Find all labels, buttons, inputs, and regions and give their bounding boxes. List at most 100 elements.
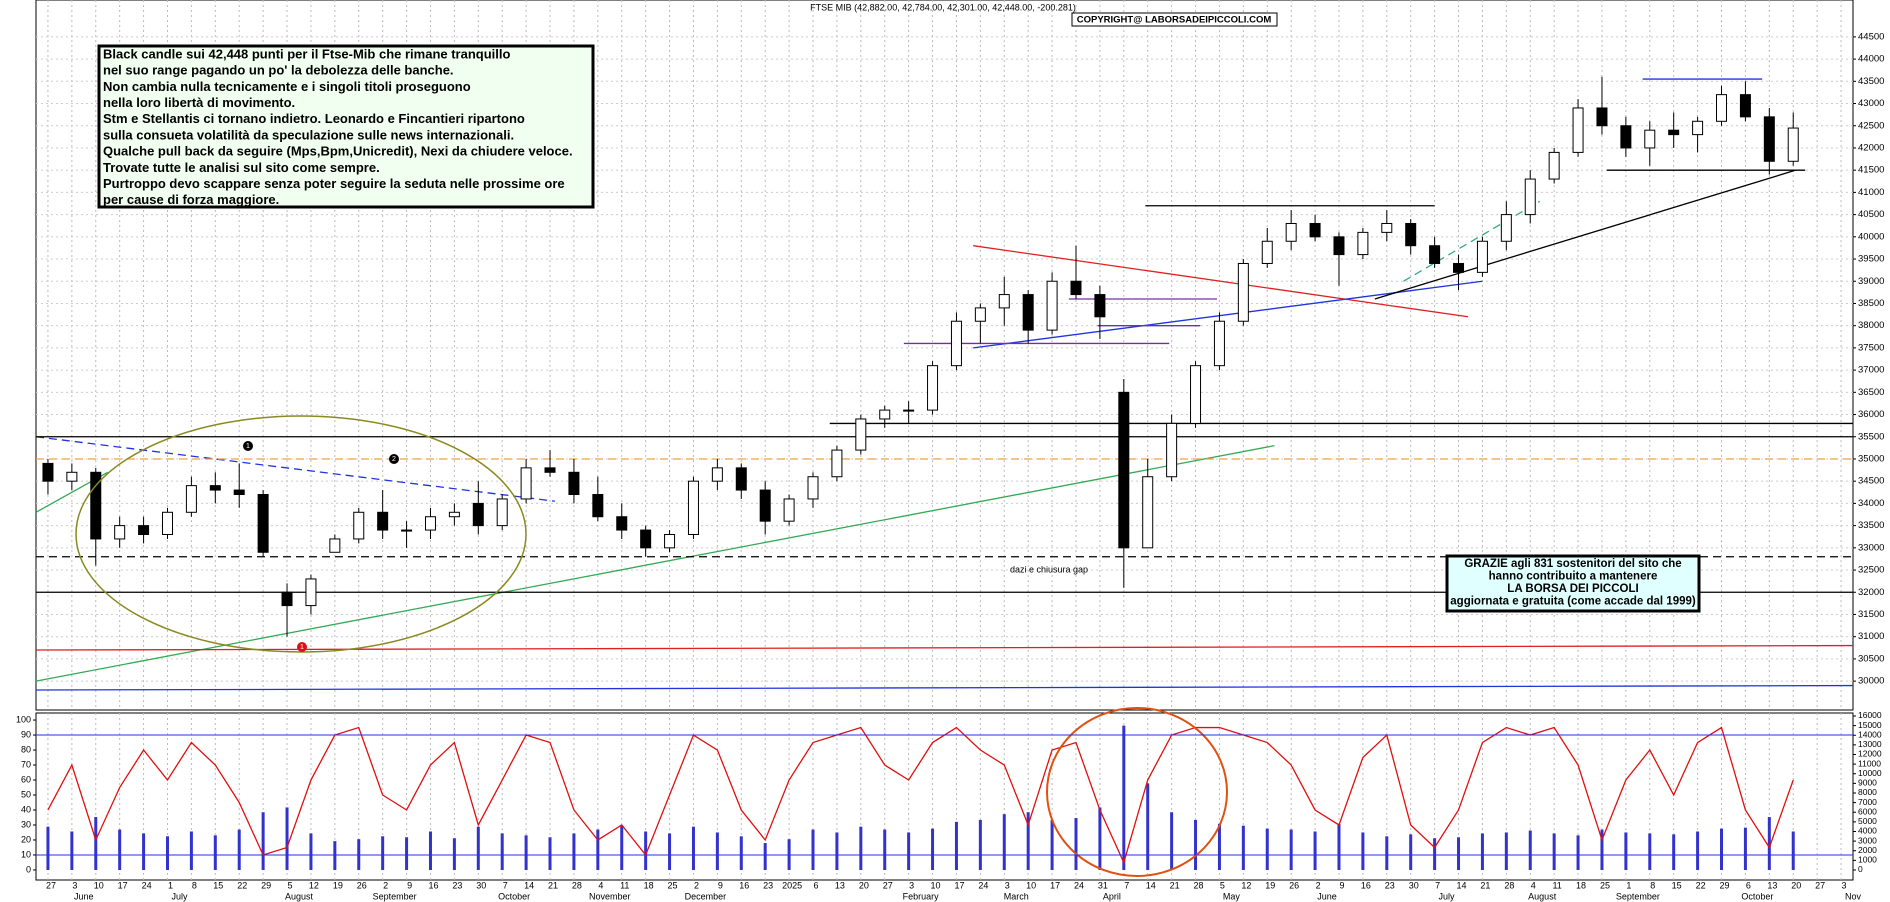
volume-bar bbox=[1002, 814, 1006, 870]
y-tick-label: 41000 bbox=[1858, 187, 1884, 198]
candle-body bbox=[735, 467, 747, 491]
y2-tick-label: 6000 bbox=[1858, 806, 1877, 816]
candle-body bbox=[544, 467, 556, 473]
thanks: GRAZIE agli 831 sostenitori del sito che… bbox=[1450, 558, 1696, 608]
candle-body bbox=[640, 529, 652, 549]
x-tick-label: 27 bbox=[46, 880, 56, 890]
volume-bar bbox=[70, 831, 74, 870]
volume-bar bbox=[381, 836, 385, 870]
x-tick-label: 28 bbox=[1194, 880, 1204, 890]
marker bbox=[243, 441, 253, 451]
volume-bar bbox=[1767, 817, 1771, 870]
y-tick-label: 30 bbox=[21, 819, 31, 829]
month-label: May bbox=[1223, 891, 1241, 901]
x-tick-label: 27 bbox=[883, 880, 893, 890]
x-tick-label: 26 bbox=[1289, 880, 1299, 890]
x-tick-label: 24 bbox=[1074, 880, 1084, 890]
candle-body bbox=[1381, 222, 1393, 233]
candle-body bbox=[209, 485, 221, 491]
candle-body bbox=[1190, 365, 1202, 424]
x-tick-label: 9 bbox=[718, 880, 723, 890]
y2-tick-label: 5000 bbox=[1858, 816, 1877, 826]
y-tick-label: 60 bbox=[21, 774, 31, 784]
commentary-line: sulla consueta volatilità da speculazion… bbox=[103, 127, 514, 142]
y2-tick-label: 8000 bbox=[1858, 787, 1877, 797]
volume-bar bbox=[907, 832, 911, 870]
commentary-box bbox=[97, 44, 595, 209]
ellipse bbox=[1046, 707, 1228, 877]
y-tick-label: 41500 bbox=[1858, 165, 1884, 176]
price-frame bbox=[35, 0, 1854, 711]
volume-bar bbox=[1696, 831, 1700, 870]
x-tick-label: 18 bbox=[644, 880, 654, 890]
volume-bar bbox=[1074, 818, 1078, 870]
x-tick-label: 3 bbox=[1005, 880, 1010, 890]
marker bbox=[297, 642, 307, 652]
volume-bar bbox=[835, 832, 839, 870]
month-label: April bbox=[1103, 891, 1121, 901]
ellipse bbox=[75, 415, 527, 653]
copyright: COPYRIGHT@ LABORSADEIPICCOLI.COM bbox=[1077, 15, 1272, 26]
y-tick-label: 100 bbox=[16, 714, 31, 724]
x-tick-label: 1 bbox=[168, 880, 173, 890]
y-tick-label: 34500 bbox=[1858, 476, 1884, 487]
candle-body bbox=[879, 409, 891, 420]
volume-bar bbox=[1241, 825, 1245, 870]
y-tick-label: 44500 bbox=[1858, 31, 1884, 42]
x-tick-label: 14 bbox=[524, 880, 534, 890]
y-tick-label: 70 bbox=[21, 759, 31, 769]
x-tick-label: 21 bbox=[1480, 880, 1490, 890]
month-label: August bbox=[1528, 891, 1557, 901]
commentary-line: nella loro libertà di movimento. bbox=[103, 95, 295, 110]
candle-body bbox=[1716, 94, 1728, 122]
volume-bar bbox=[1194, 819, 1198, 870]
y2-tick-label: 15000 bbox=[1858, 720, 1882, 730]
candle-body bbox=[520, 467, 532, 500]
x-tick-label: 14 bbox=[1146, 880, 1156, 890]
volume-bar bbox=[715, 832, 719, 870]
volume-bar bbox=[1026, 812, 1030, 870]
candle-body bbox=[161, 511, 173, 535]
candle-body bbox=[1070, 280, 1082, 296]
x-tick-label: 9 bbox=[407, 880, 412, 890]
volume-bar bbox=[931, 828, 935, 870]
candle-body bbox=[927, 365, 939, 411]
candle-body bbox=[903, 409, 915, 412]
candle-body bbox=[448, 511, 460, 518]
x-tick-label: 10 bbox=[931, 880, 941, 890]
candle-body bbox=[616, 516, 628, 531]
x-tick-label: 14 bbox=[1457, 880, 1467, 890]
volume-bar bbox=[452, 838, 456, 870]
y-tick-label: 35000 bbox=[1858, 453, 1884, 464]
candle-body bbox=[377, 511, 389, 531]
candle-body bbox=[1022, 294, 1034, 331]
y2-tick-label: 1000 bbox=[1858, 855, 1877, 865]
x-tick-label: 16 bbox=[428, 880, 438, 890]
x-tick-label: 23 bbox=[452, 880, 462, 890]
volume-bar bbox=[859, 826, 863, 870]
volume-bar bbox=[428, 831, 432, 870]
candle-body bbox=[1285, 222, 1297, 242]
y-tick-label: 50 bbox=[21, 789, 31, 799]
x-tick-label: 15 bbox=[213, 880, 223, 890]
x-tick-label: 22 bbox=[237, 880, 247, 890]
volume-bar bbox=[1433, 838, 1437, 870]
trend-line bbox=[35, 684, 1854, 691]
y-tick-label: 33500 bbox=[1858, 520, 1884, 531]
y-tick-label: 80 bbox=[21, 744, 31, 754]
trend-line bbox=[973, 245, 1469, 318]
y-tick-label: 38500 bbox=[1858, 298, 1884, 309]
candle-body bbox=[138, 525, 150, 535]
volume-bar bbox=[1791, 831, 1795, 870]
candle-body bbox=[1429, 245, 1441, 264]
x-tick-label: 24 bbox=[978, 880, 988, 890]
marker bbox=[389, 454, 399, 464]
candle-body bbox=[401, 529, 413, 532]
month-label: June bbox=[74, 891, 94, 901]
y-tick-label: 37500 bbox=[1858, 342, 1884, 353]
y-tick-label: 90 bbox=[21, 729, 31, 739]
month-label: June bbox=[1317, 891, 1337, 901]
y-tick-label: 36000 bbox=[1858, 409, 1884, 420]
oscillator-line bbox=[47, 726, 1794, 865]
x-tick-label: 31 bbox=[1098, 880, 1108, 890]
